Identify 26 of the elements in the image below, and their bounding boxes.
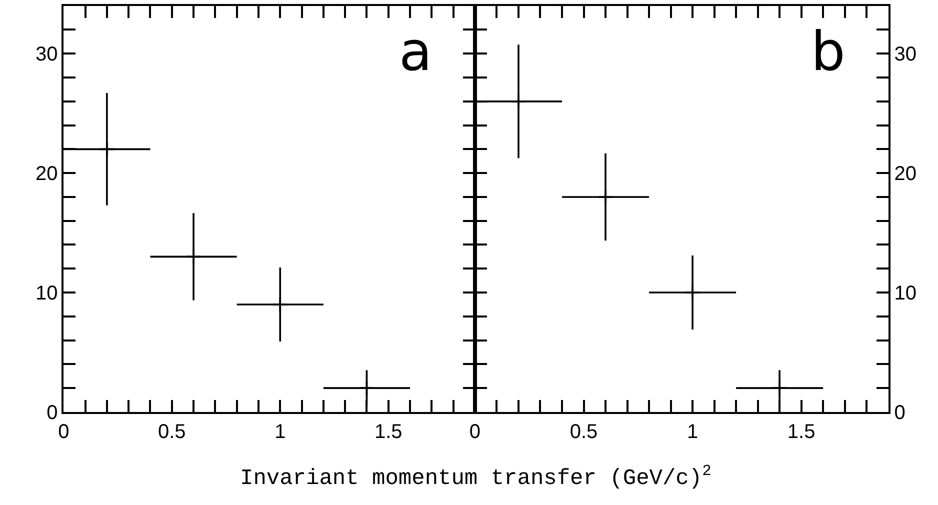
point <box>598 189 614 205</box>
x-axis-title: Invariant momentum transfer (GeV/c)$^{2}$ <box>240 462 712 492</box>
point <box>358 380 375 396</box>
x-tick-label: 0.5 <box>158 420 186 443</box>
x-tick-label: 1.5 <box>374 420 402 443</box>
y-tick-label: 30 <box>894 44 916 66</box>
point <box>272 296 288 312</box>
y-tick-label: 10 <box>35 282 58 305</box>
point <box>99 141 115 158</box>
point <box>772 380 788 396</box>
chart-title: b <box>811 20 846 83</box>
y-tick-label: 20 <box>894 163 916 186</box>
y-tick-label: 30 <box>35 44 58 66</box>
x-tick-label: 0 <box>469 420 481 443</box>
y-tick-label: 0 <box>894 402 906 424</box>
chart-title: a <box>399 20 432 83</box>
x-tick-label: 1 <box>274 420 286 443</box>
y-tick-label: 10 <box>894 282 916 305</box>
y-tick-label: 0 <box>46 402 58 424</box>
point <box>510 94 526 110</box>
x-tick-label: 1.5 <box>787 420 816 443</box>
point <box>186 248 202 265</box>
x-tick-label: 1 <box>686 420 698 443</box>
point <box>684 284 700 300</box>
y-tick-label: 20 <box>35 163 58 186</box>
x-tick-label: 0.5 <box>570 420 598 443</box>
